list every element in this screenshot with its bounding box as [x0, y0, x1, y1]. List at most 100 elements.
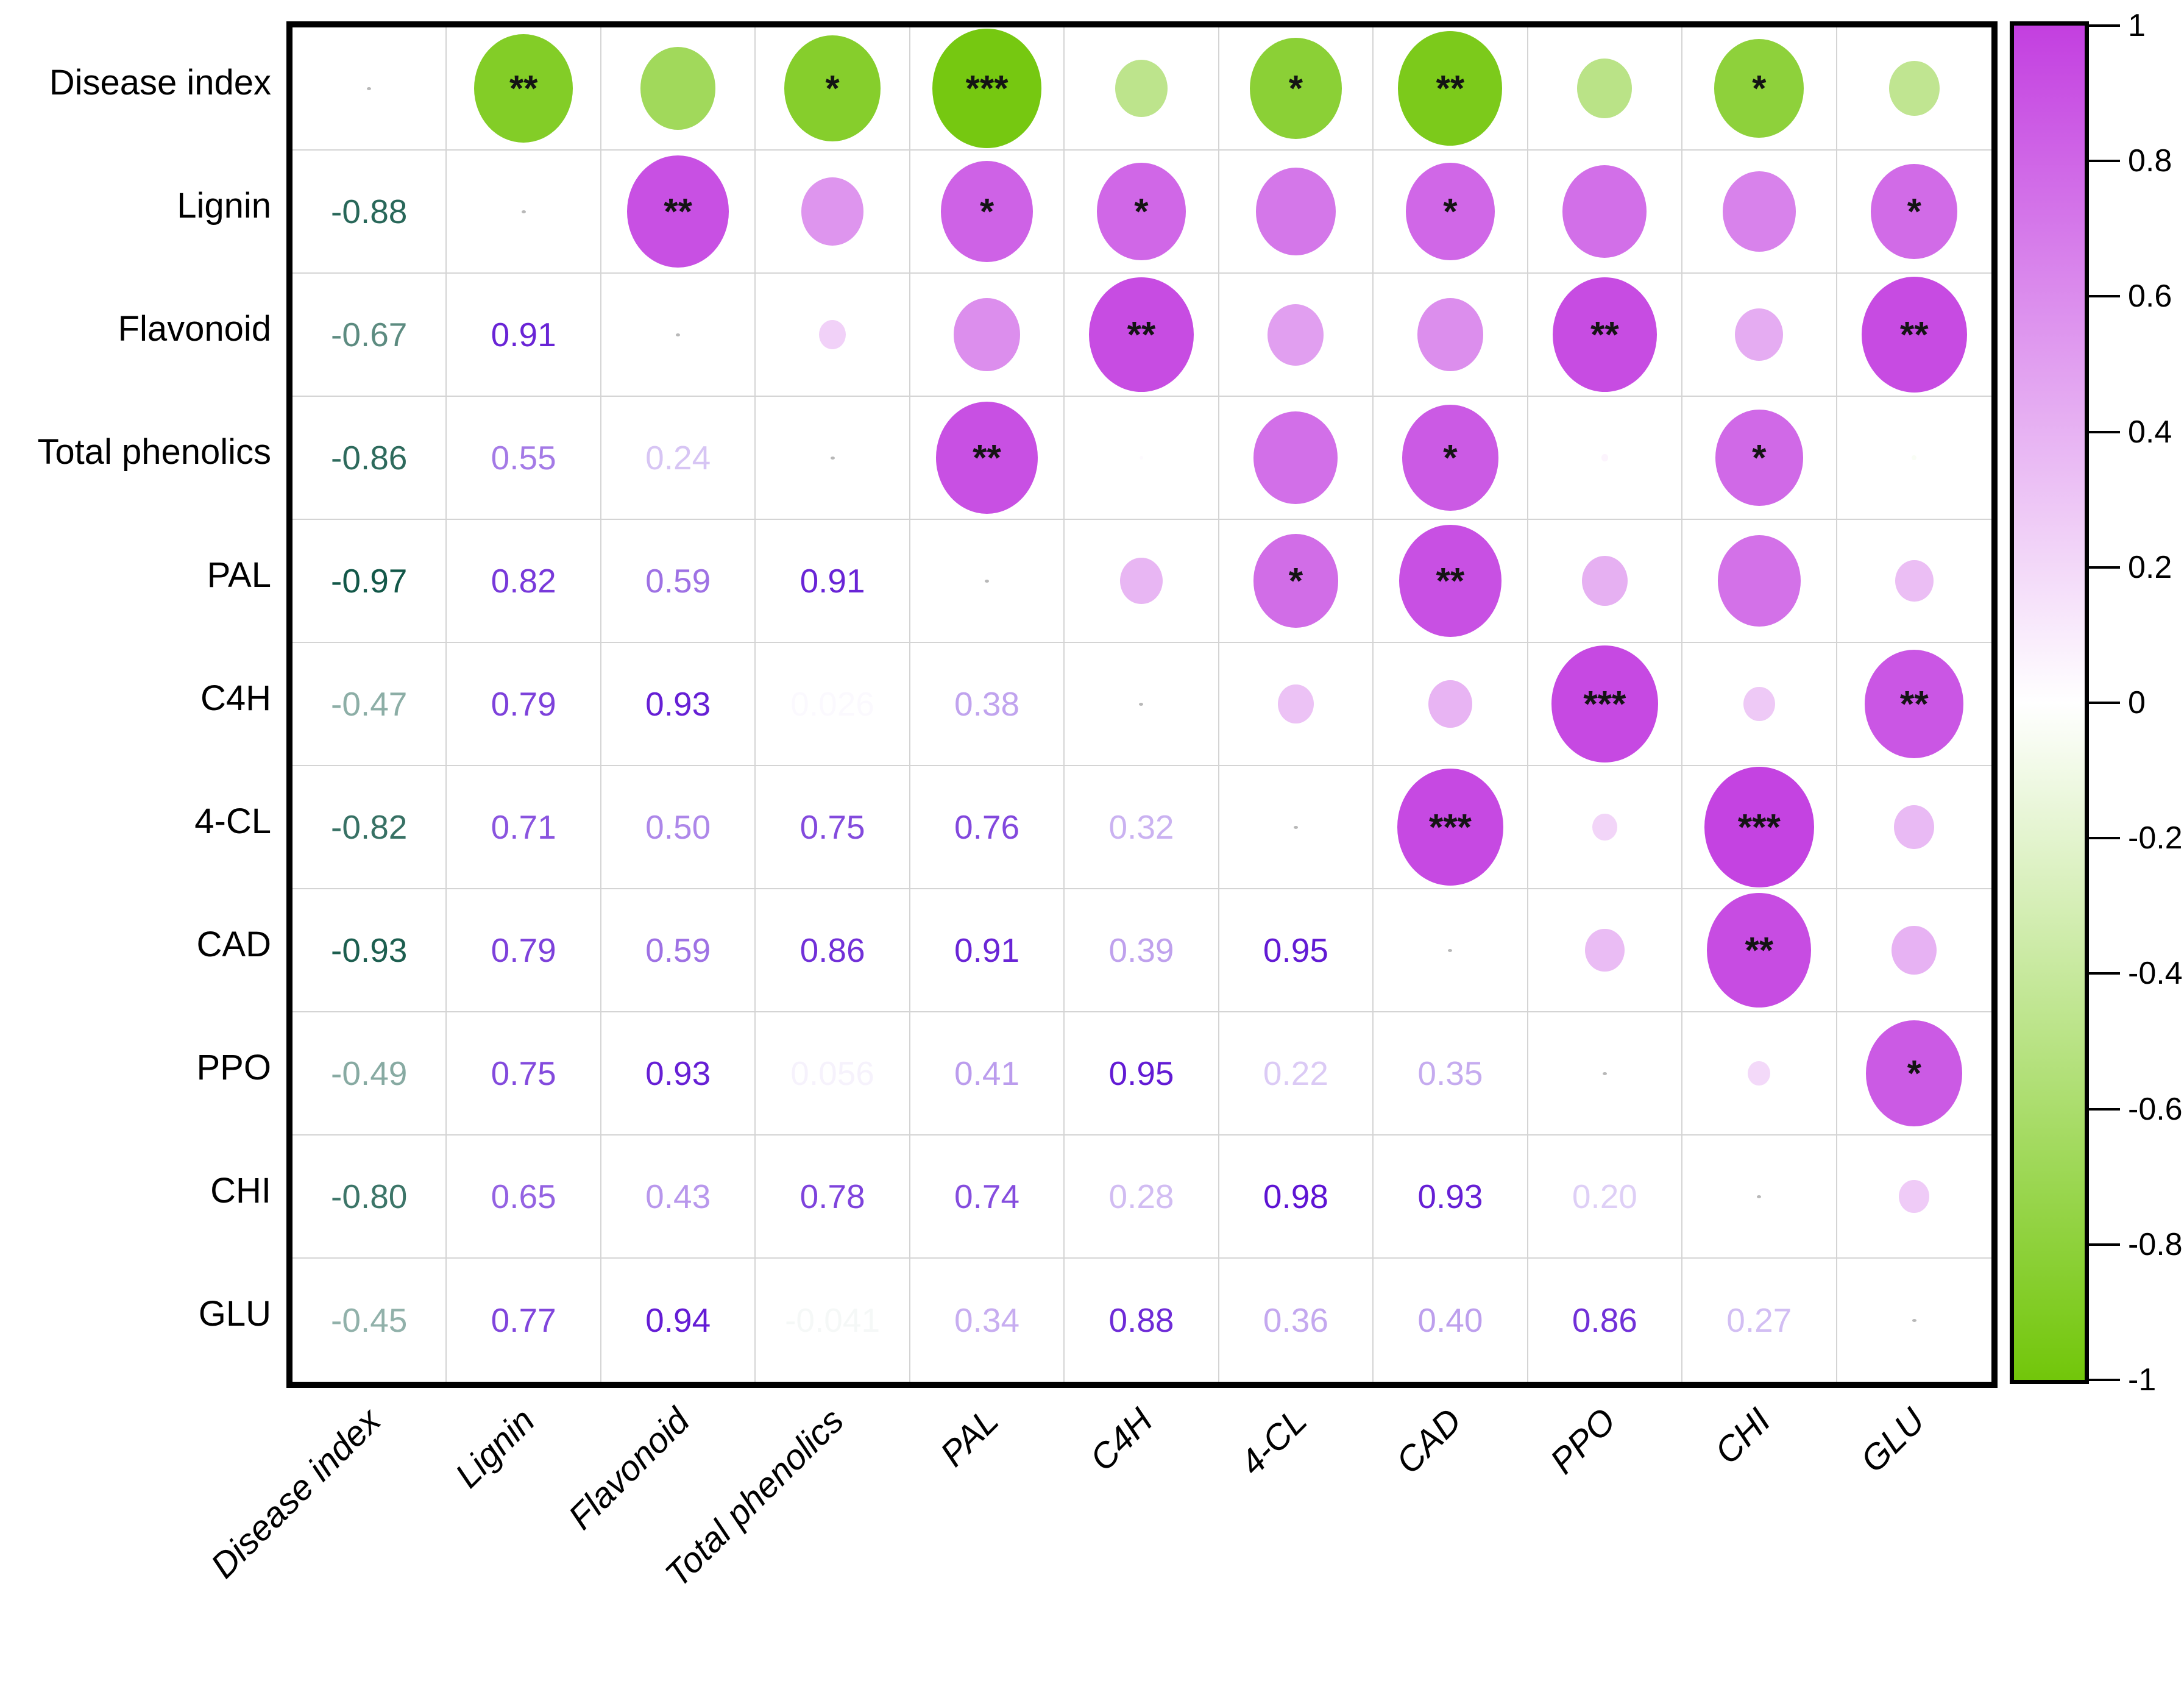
correlation-value: -0.80 [331, 1178, 408, 1215]
colorbar-tick-label: 0 [2128, 685, 2146, 720]
matrix-cell: 0.78 [756, 1136, 910, 1259]
colorbar-tick [2085, 24, 2120, 27]
colorbar-tick-label: 0.2 [2128, 549, 2172, 585]
significance-stars: *** [1428, 806, 1472, 848]
matrix-cell [1837, 1259, 1991, 1382]
correlation-value: 0.55 [491, 439, 556, 477]
matrix-cell: 0.39 [1065, 889, 1219, 1012]
matrix-cell [1528, 27, 1683, 151]
correlation-value: 0.71 [491, 808, 556, 846]
diagonal-dot [367, 87, 372, 90]
matrix-cell [1219, 274, 1374, 397]
correlation-circle [935, 402, 1038, 514]
correlation-value: 0.94 [645, 1301, 711, 1339]
correlation-value: 0.43 [645, 1178, 711, 1215]
correlation-value: 0.74 [954, 1178, 1020, 1215]
matrix-cell [1837, 1136, 1991, 1259]
correlation-circle [1250, 38, 1342, 139]
correlation-circle [626, 155, 729, 268]
correlation-value: 0.77 [491, 1301, 556, 1339]
row-label: 4-CL [194, 801, 271, 841]
correlation-circle [1704, 767, 1814, 887]
matrix-cell [601, 27, 756, 151]
correlation-circle [1866, 1020, 1963, 1126]
x-axis-label: Total phenolics [658, 1401, 852, 1595]
x-axis-label: GLU [1853, 1401, 1933, 1480]
matrix-cell: 0.86 [1528, 1259, 1683, 1382]
colorbar-tick [2085, 430, 2120, 433]
correlation-value: 0.36 [1263, 1301, 1328, 1339]
significance-stars: * [1443, 437, 1458, 478]
significance-stars: ** [1436, 68, 1465, 109]
colorbar-tick [2085, 1379, 2120, 1381]
matrix-cell: 0.35 [1374, 1012, 1528, 1136]
matrix-cell: 0.22 [1219, 1012, 1374, 1136]
x-axis-label: 4-CL [1232, 1401, 1315, 1483]
matrix-cell: * [1374, 151, 1528, 274]
matrix-cell [1528, 889, 1683, 1012]
correlation-value: 0.59 [645, 931, 711, 969]
x-axis-label: CAD [1388, 1401, 1469, 1482]
matrix-cell [1219, 151, 1374, 274]
matrix-cell: *** [1682, 766, 1837, 889]
correlation-circle [1748, 1061, 1771, 1086]
matrix-cell: *** [1528, 643, 1683, 766]
correlation-circle [1417, 298, 1484, 371]
correlation-circle [1089, 277, 1194, 392]
colorbar-tick-label: -0.4 [2128, 956, 2183, 992]
correlation-circle [1552, 277, 1657, 392]
correlation-value: 0.32 [1108, 808, 1174, 846]
correlation-circle [1871, 164, 1958, 259]
correlation-value: 0.93 [1417, 1178, 1483, 1215]
correlation-circle [1861, 277, 1967, 393]
matrix-cell: -0.93 [292, 889, 447, 1012]
matrix-cell: -0.47 [292, 643, 447, 766]
correlation-value: 0.95 [1263, 931, 1328, 969]
correlation-circle [941, 161, 1033, 262]
matrix-cell: ** [1374, 520, 1528, 643]
correlation-value: -0.88 [331, 193, 408, 230]
matrix-cell [1374, 889, 1528, 1012]
correlation-circle [932, 29, 1041, 148]
matrix-cell: 0.88 [1065, 1259, 1219, 1382]
correlation-matrix-figure: Disease index Lignin Flavonoid Total phenol… [37, 8, 2183, 1594]
matrix-cell: 0.36 [1219, 1259, 1374, 1382]
matrix-cell [1837, 766, 1991, 889]
correlation-circle [1912, 455, 1917, 461]
correlation-circle [1715, 410, 1803, 506]
correlation-circle [1115, 59, 1168, 118]
matrix-cell [447, 151, 601, 274]
matrix-cell [1065, 27, 1219, 151]
matrix-cell [756, 151, 910, 274]
significance-stars: * [1752, 68, 1767, 109]
significance-stars: * [979, 191, 994, 232]
matrix-cell [1528, 1012, 1683, 1136]
matrix-cell: -0.88 [292, 151, 447, 274]
matrix-cell [910, 520, 1065, 643]
matrix-cell: 0.86 [756, 889, 910, 1012]
correlation-value: 0.24 [645, 439, 711, 477]
matrix-cell: ** [1528, 274, 1683, 397]
correlation-value: 0.38 [954, 685, 1020, 723]
correlation-value: -0.86 [331, 439, 408, 477]
correlation-value: 0.026 [790, 685, 874, 723]
correlation-value: -0.041 [785, 1301, 881, 1339]
correlation-circle [1892, 925, 1937, 975]
correlation-circle [1888, 60, 1940, 116]
significance-stars: * [825, 68, 840, 109]
correlation-value: 0.50 [645, 808, 711, 846]
significance-stars: * [1907, 1053, 1921, 1094]
matrix-cell: 0.75 [756, 766, 910, 889]
matrix-cell: 0.27 [1682, 1259, 1837, 1382]
matrix-cell: 0.77 [447, 1259, 601, 1382]
matrix-cell: 0.76 [910, 766, 1065, 889]
significance-stars: *** [1583, 683, 1626, 725]
matrix-cell: 0.28 [1065, 1136, 1219, 1259]
correlation-value: 0.65 [491, 1178, 556, 1215]
matrix-cell: 0.65 [447, 1136, 601, 1259]
correlation-circle [1397, 769, 1504, 886]
colorbar-tick-label: -0.6 [2128, 1091, 2183, 1127]
matrix-cell: ** [1837, 643, 1991, 766]
matrix-cell: 0.24 [601, 397, 756, 520]
diagonal-dot [1139, 702, 1144, 706]
